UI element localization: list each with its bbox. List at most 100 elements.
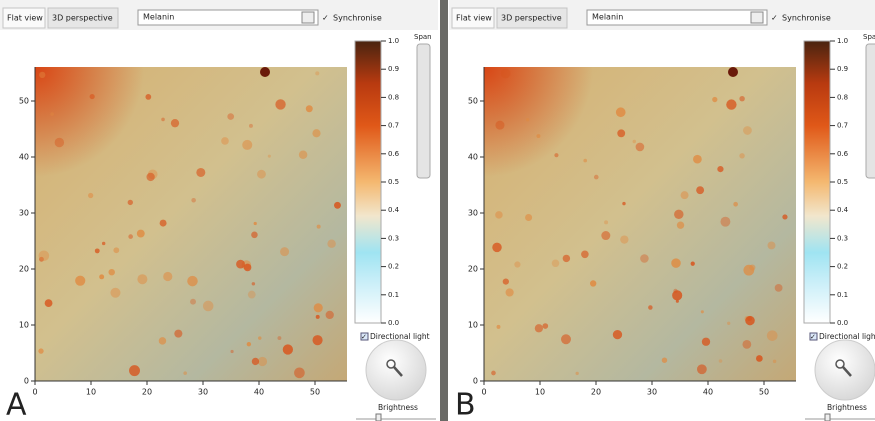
pigment-spot [502, 278, 509, 285]
pigment-spot [110, 287, 121, 298]
x-tick-label: 30 [647, 388, 657, 397]
tab-label[interactable]: Flat view [7, 14, 43, 23]
colorbar-tick-label: 0.0 [388, 319, 399, 327]
pigment-spot [733, 201, 738, 207]
pigment-spot [257, 169, 266, 179]
brightness-thumb[interactable] [824, 413, 831, 421]
directional-light-label[interactable]: Directional light [370, 332, 430, 341]
pigment-spot [674, 209, 684, 220]
span-label: Span [414, 33, 432, 41]
x-tick-label: 50 [310, 388, 320, 397]
tab[interactable] [496, 7, 568, 29]
directional-light-label[interactable]: Directional light [819, 332, 875, 341]
pigment-spot [622, 201, 626, 206]
pigment-spot [739, 153, 745, 159]
x-tick-label: 10 [535, 388, 545, 397]
checkbox[interactable] [360, 332, 369, 341]
checkbox-check: ✓ [361, 333, 367, 341]
pigment-spot [491, 370, 496, 376]
dark-mole [260, 67, 270, 77]
colorbar-tick-label: 0.9 [837, 65, 848, 73]
tab-label[interactable]: 3D perspective [501, 14, 562, 23]
pigment-spot [505, 288, 514, 297]
pigment-corner [484, 67, 796, 381]
sync-label[interactable]: Synchronise [782, 14, 831, 23]
checkbox-check: ✓ [810, 333, 816, 341]
pigment-spot [583, 158, 588, 163]
pigment-spot [525, 118, 530, 122]
pigment-spot [88, 192, 94, 199]
x-tick-label: 0 [32, 388, 37, 397]
pigment-spot [158, 337, 167, 345]
pigment-spot [294, 367, 305, 379]
pigment-spot [187, 275, 198, 287]
brightness-thumb[interactable] [375, 413, 382, 421]
pigment-spot [712, 96, 718, 103]
pigment-spot [305, 105, 313, 113]
tab[interactable] [47, 7, 119, 29]
tab[interactable] [451, 7, 495, 29]
span-slider[interactable] [865, 43, 875, 179]
dropdown-arrow[interactable] [750, 11, 764, 24]
colorbar-tick-label: 0.8 [837, 93, 848, 101]
tab[interactable] [2, 7, 46, 29]
colorbar-tick-label: 0.6 [837, 150, 849, 158]
sync-label[interactable]: Synchronise [333, 14, 382, 23]
pigment-spot [129, 365, 140, 377]
y-tick-label: 30 [468, 209, 478, 218]
colorbar-tick-label: 0.4 [837, 206, 849, 214]
pigment-spot [495, 211, 503, 219]
dropdown-value[interactable]: Melanin [143, 13, 174, 22]
y-tick-label: 20 [468, 265, 478, 274]
pigment-spot [313, 303, 323, 313]
dropdown-value[interactable]: Melanin [592, 13, 623, 22]
pigment-spot [246, 341, 252, 347]
divider [440, 0, 448, 421]
pigment-spot [554, 153, 559, 158]
panel-label: B [455, 388, 476, 421]
colorbar-tick-label: 0.3 [837, 234, 848, 242]
pigment-spot [174, 329, 183, 338]
pigment-spot [496, 324, 501, 329]
pigment-spot [604, 220, 609, 225]
pigment-spot [514, 261, 521, 268]
pigment-spot [675, 299, 679, 303]
tab-label[interactable]: Flat view [456, 14, 492, 23]
pigment-spot [145, 94, 152, 100]
knob-icon-handle [393, 366, 403, 377]
pigment-spot [251, 282, 256, 286]
pigment-spot [696, 186, 705, 195]
x-tick-label: 30 [198, 388, 208, 397]
pigment-spot [247, 290, 256, 299]
pigment-spot [551, 259, 560, 268]
dropdown[interactable] [137, 9, 319, 26]
colorbar-tick-label: 0.1 [837, 291, 848, 299]
span-slider[interactable] [416, 43, 431, 179]
pigment-spot [202, 300, 214, 312]
pigment-spot [137, 274, 148, 285]
pigment-spot [696, 364, 707, 375]
pigment-spot [196, 167, 206, 177]
pigment-spot [772, 359, 777, 364]
y-tick-label: 40 [19, 153, 29, 162]
pigment-spot [727, 321, 731, 325]
pigment-spot [44, 299, 53, 308]
pigment-spot [743, 126, 752, 135]
pigment-spot [161, 117, 165, 122]
pigment-spot [242, 139, 253, 150]
y-tick-label: 0 [473, 377, 478, 386]
x-tick-label: 20 [591, 388, 601, 397]
x-tick-label: 40 [254, 388, 264, 397]
pigment-spot [190, 298, 196, 305]
pigment-spot [525, 213, 533, 222]
pigment-spot [720, 216, 731, 227]
checkbox[interactable] [809, 332, 818, 341]
dropdown[interactable] [586, 9, 768, 26]
pigment-spot [38, 348, 44, 354]
pigment-spot [500, 68, 511, 79]
dropdown-arrow[interactable] [301, 11, 315, 24]
pigment-spot [742, 339, 752, 349]
colorbar [803, 40, 831, 324]
pigment-spot [75, 275, 86, 286]
tab-label[interactable]: 3D perspective [52, 14, 113, 23]
